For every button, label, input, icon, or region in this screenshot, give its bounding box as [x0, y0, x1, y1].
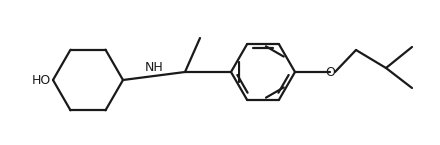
Text: O: O [325, 66, 335, 78]
Text: NH: NH [145, 61, 163, 74]
Text: HO: HO [32, 74, 51, 87]
